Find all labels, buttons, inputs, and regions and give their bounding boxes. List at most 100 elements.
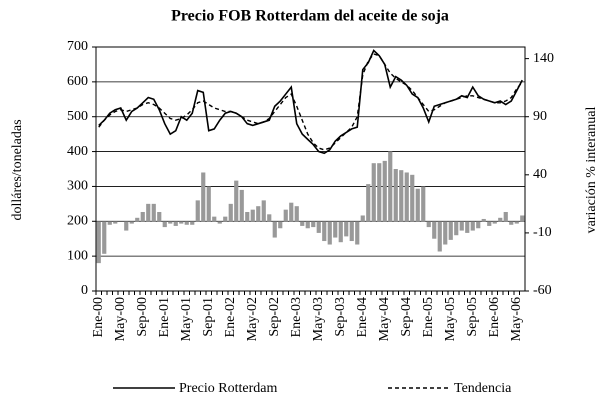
bar: [448, 221, 453, 240]
bar: [459, 221, 464, 231]
x-tick-label: May-05: [443, 297, 458, 341]
y2-axis-label: variación % interanual: [584, 107, 599, 234]
bar: [509, 221, 514, 225]
x-tick-label: Ene-03: [289, 297, 304, 337]
bar: [514, 221, 519, 224]
bar: [426, 221, 431, 228]
bar: [135, 217, 140, 222]
y-tick-label: 400: [67, 144, 88, 159]
y2-tick-label: -60: [533, 283, 552, 298]
bar: [300, 221, 305, 226]
bar: [267, 214, 272, 222]
bar: [492, 221, 497, 224]
legend-label: Precio Rotterdam: [179, 381, 277, 396]
x-tick-label: May-03: [311, 297, 326, 341]
line: [98, 53, 523, 151]
y-tick-label: 0: [81, 283, 88, 298]
bar: [157, 211, 162, 222]
y-tick-label: 300: [67, 179, 88, 194]
x-tick-label: May-00: [113, 297, 128, 341]
bar: [201, 172, 206, 222]
bar: [212, 216, 217, 222]
bar: [256, 206, 261, 222]
bar: [377, 163, 382, 222]
bar: [228, 203, 233, 222]
bar: [503, 211, 508, 222]
bar: [404, 172, 409, 222]
bar: [454, 221, 459, 236]
bar: [327, 221, 332, 245]
x-tick-label: Sep-01: [201, 297, 216, 337]
bar: [465, 221, 470, 233]
y2-tick-label: -10: [533, 225, 552, 240]
bar: [173, 221, 178, 226]
bar: [437, 221, 442, 252]
bar: [311, 221, 316, 228]
bar: [179, 221, 184, 224]
y-tick-label: 600: [67, 74, 88, 89]
x-tick-label: Ene-06: [487, 297, 502, 337]
bar: [289, 202, 294, 222]
line: [98, 49, 523, 155]
bar: [151, 203, 156, 222]
y-axis-label: dolláres/toneladas: [10, 119, 25, 220]
bar: [162, 221, 167, 228]
y-tick-label: 500: [67, 109, 88, 124]
bar: [223, 216, 228, 222]
bar: [190, 221, 195, 225]
bar: [360, 215, 365, 222]
bar: [272, 221, 277, 238]
y2-tick-label: 140: [533, 51, 554, 66]
x-tick-label: May-06: [509, 297, 524, 341]
y2-tick-label: 90: [533, 109, 547, 124]
x-tick-label: Sep-05: [465, 297, 480, 337]
bar: [366, 184, 371, 222]
y-tick-label: 700: [67, 39, 88, 54]
bar: [432, 221, 437, 239]
x-tick-label: Ene-02: [223, 297, 238, 337]
bar: [140, 211, 145, 222]
bar: [371, 163, 376, 222]
bar: [124, 221, 129, 231]
bar: [316, 221, 321, 233]
bar: [283, 209, 288, 222]
x-tick-label: Sep-03: [333, 297, 348, 337]
bar: [113, 221, 118, 224]
bar: [239, 189, 244, 222]
y-tick-label: 100: [67, 248, 88, 263]
bar: [481, 218, 486, 222]
bar: [487, 221, 492, 226]
x-tick-label: Sep-00: [135, 297, 150, 337]
bar: [168, 221, 173, 224]
x-tick-label: Sep-04: [399, 297, 414, 337]
bar: [107, 221, 112, 225]
x-tick-label: Ene-05: [421, 297, 436, 337]
bar: [305, 221, 310, 229]
legend-label: Tendencia: [454, 381, 512, 396]
bar: [261, 200, 266, 222]
bar: [195, 200, 200, 222]
bar: [96, 221, 101, 264]
plot-frame: [95, 46, 526, 292]
x-tick-label: May-04: [377, 297, 392, 341]
x-tick-label: Ene-04: [355, 297, 370, 337]
x-tick-label: Sep-02: [267, 297, 282, 337]
bar: [129, 221, 134, 224]
bar: [333, 221, 338, 238]
bar: [355, 221, 360, 245]
bar: [146, 203, 151, 222]
x-tick-label: Ene-01: [157, 297, 172, 337]
bar: [217, 221, 222, 224]
bar: [520, 215, 525, 222]
bar: [410, 174, 415, 222]
bar: [399, 170, 404, 222]
bar: [245, 211, 250, 222]
bar: [443, 221, 448, 245]
bar: [206, 186, 211, 222]
chart-title: Precio FOB Rotterdam del aceite de soja: [171, 8, 449, 25]
bar: [344, 221, 349, 237]
y2-tick-label: 40: [533, 167, 547, 182]
x-tick-label: May-02: [245, 297, 260, 341]
bar: [102, 221, 107, 254]
